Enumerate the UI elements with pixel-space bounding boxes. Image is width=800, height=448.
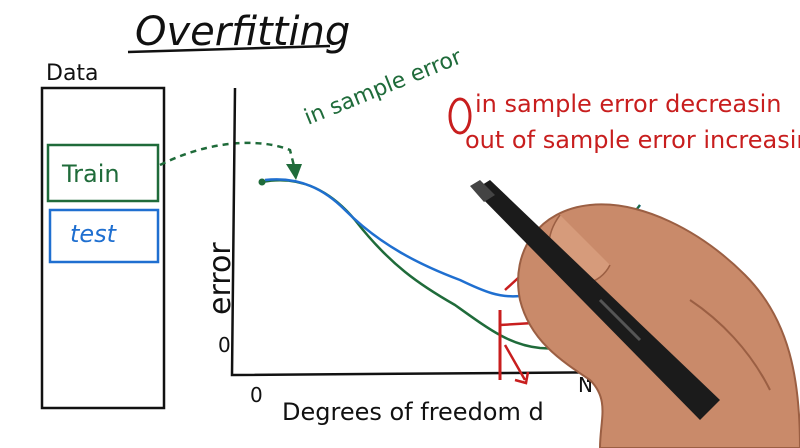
- red-note-line1: in sample error decreasin: [475, 90, 782, 118]
- x-tick-zero: 0: [250, 383, 263, 407]
- data-box: [40, 86, 166, 410]
- in-sample-label: in sample error: [301, 44, 466, 130]
- red-circle-zero: [448, 97, 472, 135]
- red-note-line2: out of sample error increasing: [465, 126, 800, 154]
- axes: [230, 87, 641, 377]
- curve-start-dot: [258, 178, 266, 186]
- train-box: [46, 143, 160, 203]
- train-arrow: [159, 141, 297, 171]
- y-tick-zero: 0: [218, 333, 231, 357]
- pen-icon: [470, 180, 720, 420]
- presenter-hand: [517, 203, 800, 448]
- arrow-head: [286, 164, 302, 180]
- red-arrow-down: [503, 344, 530, 385]
- test-label: test: [70, 220, 118, 248]
- train-label: Train: [61, 160, 120, 188]
- test-box: [48, 208, 160, 264]
- data-label: Data: [46, 61, 99, 86]
- y-axis-label: error: [203, 242, 238, 315]
- x-axis-label: Degrees of freedom d: [282, 398, 544, 426]
- title-underline: [127, 44, 331, 54]
